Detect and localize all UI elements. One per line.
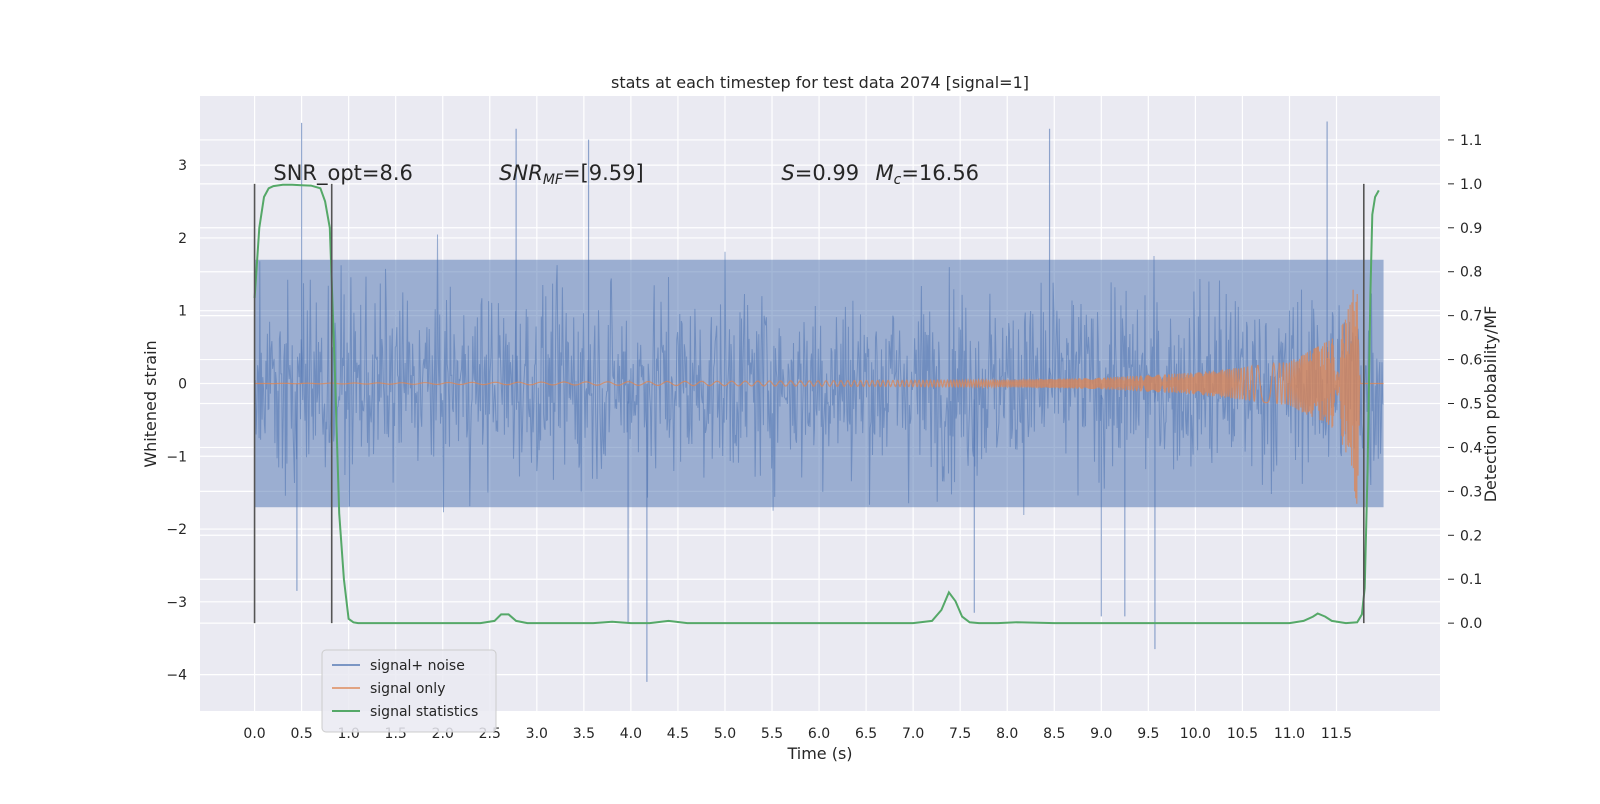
x-tick-label: 9.5	[1137, 726, 1159, 742]
y2-tick-label: 0.9	[1460, 221, 1482, 237]
y-axis-label: Whitened strain	[141, 340, 160, 467]
y2-axis-label: Detection probability/MF	[1481, 306, 1500, 503]
legend-label: signal statistics	[370, 704, 478, 720]
x-axis-label: Time (s)	[786, 744, 852, 763]
y2-tick-label: 0.7	[1460, 309, 1482, 325]
annotation-text: Mc=16.56	[876, 161, 980, 188]
x-tick-label: 6.5	[855, 726, 877, 742]
legend-label: signal+ noise	[370, 658, 465, 674]
y-tick-label: −4	[166, 668, 187, 684]
x-tick-label: 7.5	[949, 726, 971, 742]
annotation-text: SNRMF=[9.59]	[499, 161, 644, 188]
chart-title: stats at each timestep for test data 207…	[611, 73, 1029, 92]
y-tick-label: −1	[166, 449, 187, 465]
y2-tick-label: 0.2	[1460, 528, 1482, 544]
y-tick-label: −2	[166, 522, 187, 538]
y2-tick-label: 0.5	[1460, 397, 1482, 413]
y-tick-label: −3	[166, 595, 187, 611]
x-tick-label: 11.0	[1274, 726, 1305, 742]
y2-tick-label: 0.6	[1460, 353, 1482, 369]
legend-label: signal only	[370, 681, 445, 697]
y-tick-label: 0	[178, 376, 187, 392]
x-tick-label: 7.0	[902, 726, 924, 742]
x-tick-label: 11.5	[1321, 726, 1352, 742]
vertical-markers	[253, 183, 1365, 624]
annotations: SNR_opt=8.6 SNRMF=[9.59] S=0.99 Mc=16.56	[273, 161, 979, 188]
x-tick-label: 3.5	[573, 726, 595, 742]
y-tick-label: 2	[178, 231, 187, 247]
y2-tick-label: 0.0	[1460, 616, 1482, 632]
y2-tick-label: 0.3	[1460, 484, 1482, 500]
y2-tick-label: 0.8	[1460, 265, 1482, 281]
x-tick-label: 9.0	[1090, 726, 1112, 742]
series-layer	[253, 121, 1384, 682]
annotation-text: SNR_opt=8.6	[273, 161, 413, 186]
y-tick-label: 3	[178, 158, 187, 174]
x-tick-label: 4.5	[667, 726, 689, 742]
signal-noise-line	[254, 234, 1384, 516]
plot-area-group	[200, 96, 1440, 711]
signal-statistics-line	[253, 183, 1380, 625]
x-tick-label: 8.0	[996, 726, 1018, 742]
x-tick-label: 0.5	[290, 726, 312, 742]
legend-box	[321, 649, 497, 733]
x-tick-label: 8.5	[1043, 726, 1065, 742]
x-tick-label: 0.0	[243, 726, 265, 742]
x-tick-label: 3.0	[526, 726, 548, 742]
x-tick-label: 4.0	[620, 726, 642, 742]
annotation-text: S=0.99	[781, 161, 859, 185]
x-tick-label: 10.5	[1227, 726, 1258, 742]
x-tick-label: 5.0	[714, 726, 736, 742]
y2-axis-ticks: 0.0 0.1 0.2 0.3 0.4 0.5 0.6 0.7 0.8 0.9 1.0 1.1	[1448, 133, 1482, 632]
x-tick-label: 5.5	[761, 726, 783, 742]
x-tick-label: 10.0	[1180, 726, 1211, 742]
y-tick-label: 1	[178, 304, 187, 320]
y2-tick-label: 1.1	[1460, 133, 1482, 149]
y-axis-ticks: −4 −3 −2 −1 0 1 2 3	[166, 158, 187, 683]
y2-tick-label: 0.1	[1460, 572, 1482, 588]
x-tick-label: 6.0	[808, 726, 830, 742]
signal-only-line	[254, 289, 1384, 504]
legend: signal+ noise signal only signal statistic…	[321, 649, 497, 733]
y2-tick-label: 1.0	[1460, 177, 1482, 193]
y2-tick-label: 0.4	[1460, 440, 1482, 456]
